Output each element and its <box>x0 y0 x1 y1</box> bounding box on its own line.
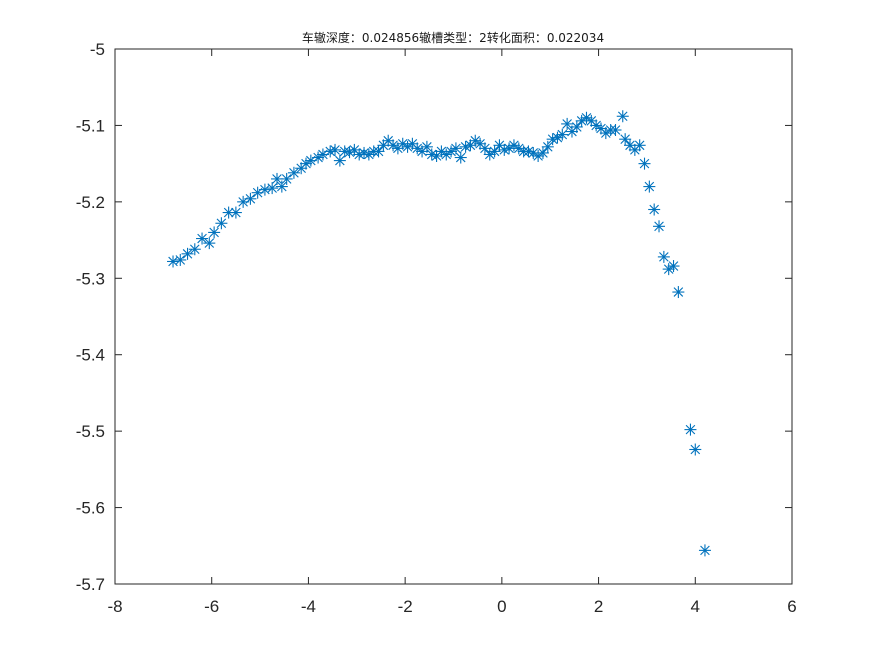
y-tick-label: -5.2 <box>76 193 105 212</box>
data-point <box>633 139 646 152</box>
data-point <box>638 157 651 170</box>
data-point <box>565 125 578 138</box>
data-point <box>244 192 257 205</box>
data-point <box>343 146 356 159</box>
data-point <box>648 203 661 216</box>
data-point <box>275 180 288 193</box>
data-point <box>324 145 337 158</box>
data-point <box>657 250 670 263</box>
y-tick-label: -5.7 <box>76 575 105 594</box>
data-point <box>488 145 501 158</box>
data-point <box>203 237 216 250</box>
data-point <box>698 544 711 557</box>
data-point <box>425 148 438 161</box>
data-point <box>541 140 554 153</box>
data-point <box>329 143 342 156</box>
data-point <box>599 127 612 140</box>
data-point <box>287 166 300 179</box>
data-point <box>372 145 385 158</box>
x-tick-label: -8 <box>107 597 122 616</box>
x-tick-label: 0 <box>497 597 506 616</box>
y-tick-label: -5 <box>90 40 105 59</box>
data-point <box>188 243 201 256</box>
y-axis-ticks: -5 -5.1 -5.2 -5.3 -5.4 -5.5 -5.6 -5.7 <box>76 40 792 594</box>
data-point <box>609 124 622 137</box>
data-point <box>181 247 194 260</box>
data-point <box>445 145 458 158</box>
data-point <box>229 206 242 219</box>
data-point <box>358 146 371 159</box>
data-point <box>454 151 467 164</box>
axes-box <box>114 48 793 585</box>
data-point <box>561 117 574 130</box>
plot-area <box>115 49 792 584</box>
data-point <box>580 111 593 124</box>
y-tick-label: -5.6 <box>76 499 105 518</box>
data-point <box>653 220 666 233</box>
data-point <box>459 140 472 153</box>
data-point <box>619 133 632 146</box>
data-point <box>684 423 697 436</box>
data-point <box>420 140 433 153</box>
data-points <box>167 110 711 557</box>
data-point <box>689 443 702 456</box>
axes <box>114 48 793 585</box>
data-point <box>258 183 271 196</box>
x-tick-label: 2 <box>594 597 603 616</box>
data-point <box>643 180 656 193</box>
y-tick-label: -5.3 <box>76 269 105 288</box>
y-tick-label: -5.4 <box>76 346 105 365</box>
data-point <box>333 154 346 167</box>
data-point <box>556 128 569 141</box>
x-tick-label: -6 <box>204 597 219 616</box>
data-point <box>280 172 293 185</box>
data-point <box>196 232 209 245</box>
x-tick-label: -2 <box>398 597 413 616</box>
x-axis-ticks: -8 -6 -4 -2 0 2 4 6 <box>107 49 797 616</box>
x-tick-label: 4 <box>691 597 700 616</box>
data-point <box>616 110 629 123</box>
data-point <box>208 226 221 239</box>
data-point <box>174 253 187 266</box>
chart-title: 车辙深度：0.024856辙槽类型：2转化面积：0.022034 <box>302 30 604 45</box>
data-point <box>570 120 583 133</box>
data-point <box>266 182 279 195</box>
data-point <box>672 286 685 299</box>
x-tick-label: 6 <box>787 597 796 616</box>
data-point <box>536 146 549 159</box>
data-point <box>222 206 235 219</box>
y-tick-label: -5.1 <box>76 116 105 135</box>
data-point <box>449 142 462 155</box>
x-tick-label: -4 <box>301 597 316 616</box>
y-tick-label: -5.5 <box>76 422 105 441</box>
data-point <box>215 217 228 230</box>
data-point <box>478 142 491 155</box>
data-point <box>667 260 680 273</box>
